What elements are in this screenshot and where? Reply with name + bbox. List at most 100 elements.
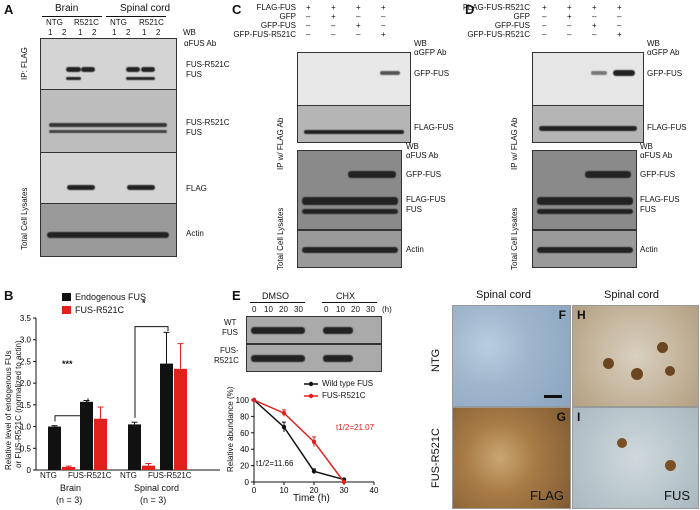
antibody-label: αFUS Ab bbox=[184, 39, 217, 48]
divider bbox=[250, 302, 305, 303]
y-tick-label: 0 bbox=[27, 466, 32, 475]
y-tick-label: 2.0 bbox=[20, 379, 32, 388]
row-label: FUS-R521C bbox=[430, 428, 442, 488]
condition-sign: – bbox=[542, 30, 547, 39]
wb-label: WB bbox=[647, 39, 660, 48]
antibody-label: αFUS Ab bbox=[640, 151, 673, 160]
panel-label: E bbox=[232, 288, 241, 303]
condition-sign: + bbox=[306, 3, 311, 12]
band-label: FUS bbox=[186, 128, 202, 137]
group-label: (n = 3) bbox=[56, 495, 83, 505]
data-point bbox=[251, 397, 257, 403]
condition-sign: – bbox=[592, 30, 597, 39]
condition-sign: – bbox=[306, 21, 311, 30]
panel-label: F bbox=[558, 308, 566, 322]
blot-row-label: FUS bbox=[222, 328, 238, 337]
band-label: FUS-R521C bbox=[186, 60, 230, 69]
panel-label: A bbox=[4, 2, 14, 17]
micrograph-i: I FUS bbox=[572, 407, 699, 509]
blot-total-fus bbox=[40, 89, 177, 153]
condition-sign: – bbox=[306, 30, 311, 39]
condition-sign: – bbox=[306, 12, 311, 21]
y-tick-label: 100 bbox=[236, 396, 250, 405]
y-axis-label: Relative abundance (%) bbox=[226, 386, 235, 472]
x-tick-label: FUS-R521C bbox=[148, 471, 192, 480]
data-point bbox=[311, 469, 317, 474]
lane-group-label: R521C bbox=[139, 18, 164, 27]
time-label: 30 bbox=[366, 305, 375, 314]
legend-swatch bbox=[62, 306, 71, 314]
stain-label: FUS bbox=[664, 488, 690, 503]
bar bbox=[80, 401, 93, 470]
condition-sign: – bbox=[356, 30, 361, 39]
condition-sign: – bbox=[542, 21, 547, 30]
wb-label: WB bbox=[414, 39, 427, 48]
stain-label: FLAG bbox=[530, 488, 564, 503]
condition-sign: – bbox=[567, 21, 572, 30]
divider bbox=[322, 302, 377, 303]
wb-label: WB bbox=[406, 142, 419, 151]
legend-entry: FUS-R521C bbox=[322, 391, 366, 400]
band-label: FLAG-FUS bbox=[406, 195, 446, 204]
blot-row-label: FUS- bbox=[220, 346, 239, 355]
band-label: FUS bbox=[640, 205, 656, 214]
group-label: Brain bbox=[55, 3, 79, 14]
significance-bracket bbox=[134, 326, 169, 418]
band-label: FLAG-FUS bbox=[414, 123, 454, 132]
legend-entry: FUS-R521C bbox=[75, 305, 125, 315]
y-tick-label: 20 bbox=[240, 462, 249, 471]
x-tick-label: 30 bbox=[340, 486, 349, 495]
condition-sign: – bbox=[592, 12, 597, 21]
condition-label: FLAG-FUS-R521C bbox=[462, 3, 530, 12]
lane-group-label: NTG bbox=[110, 18, 127, 27]
panel-label: D bbox=[465, 2, 475, 17]
blot-ip-flag bbox=[532, 105, 644, 143]
condition-label: GFP-FUS-R521C bbox=[233, 30, 296, 39]
condition-sign: – bbox=[567, 30, 572, 39]
legend-entry: Wild type FUS bbox=[322, 379, 374, 388]
y-tick-label: 40 bbox=[240, 445, 249, 454]
antibody-label: αGFP Ab bbox=[414, 48, 447, 57]
blot-fus-r521c bbox=[246, 344, 382, 372]
antibody-label: αGFP Ab bbox=[647, 48, 680, 57]
unit-label: (h) bbox=[382, 305, 392, 314]
bar bbox=[174, 368, 187, 470]
data-point bbox=[281, 424, 287, 430]
divider bbox=[106, 16, 166, 17]
x-tick-label: NTG bbox=[120, 471, 137, 480]
x-tick-label: NTG bbox=[40, 471, 57, 480]
blot-actin bbox=[297, 230, 402, 268]
blot-total-fus bbox=[297, 150, 402, 230]
bar bbox=[48, 426, 61, 470]
condition-label: GFP-FUS bbox=[260, 21, 296, 30]
band-label: Actin bbox=[186, 229, 204, 238]
series-line bbox=[253, 399, 345, 481]
divider bbox=[42, 16, 102, 17]
condition-sign: + bbox=[617, 30, 622, 39]
treatment-label: DMSO bbox=[262, 291, 289, 301]
condition-sign: + bbox=[542, 3, 547, 12]
bar-chart: 0 0.5 1.0 1.5 2.0 2.5 3.0 3.5 bbox=[20, 314, 220, 475]
condition-sign: – bbox=[617, 21, 622, 30]
time-label: 0 bbox=[252, 305, 257, 314]
legend-marker bbox=[308, 393, 314, 399]
data-point bbox=[311, 439, 317, 445]
band-label: FLAG-FUS bbox=[640, 195, 680, 204]
significance-bracket bbox=[54, 398, 89, 422]
line-chart: 0 20 40 60 80 100 0 10 20 30 40 bbox=[236, 381, 379, 495]
y-tick-label: 0 bbox=[245, 478, 250, 487]
group-label: (n = 3) bbox=[140, 495, 167, 505]
micrograph-g: G FLAG bbox=[452, 407, 571, 509]
condition-sign: – bbox=[381, 12, 386, 21]
lane-number: 1 bbox=[78, 28, 83, 37]
group-label: Spinal cord bbox=[134, 483, 180, 493]
condition-sign: + bbox=[381, 30, 386, 39]
y-tick-label: 3.0 bbox=[20, 336, 32, 345]
x-tick-label: FUS-R521C bbox=[68, 471, 112, 480]
condition-label: FLAG-FUS bbox=[256, 3, 296, 12]
data-point bbox=[281, 410, 287, 416]
y-tick-label: 2.5 bbox=[20, 357, 32, 366]
antibody-label: αFUS Ab bbox=[406, 151, 439, 160]
lane-number: 2 bbox=[92, 28, 97, 37]
lane-number: 1 bbox=[142, 28, 147, 37]
